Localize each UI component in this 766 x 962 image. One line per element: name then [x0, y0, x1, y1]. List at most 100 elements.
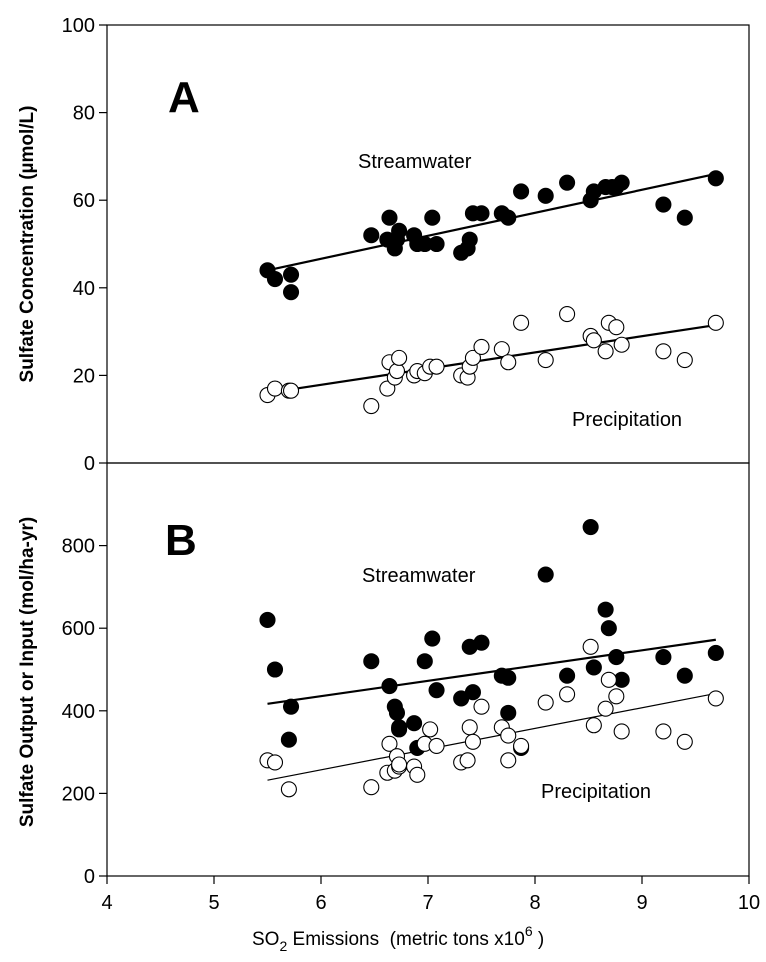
x-axis-label-middle: Emissions (metric tons x10 [287, 929, 525, 950]
panel-a-ticks: 0 20 40 60 80 100 [62, 15, 107, 475]
panel-b-y-axis-label: Sulfate Output or Input (mol/ha-yr) [17, 517, 38, 827]
panel-b-streamwater-point [381, 677, 398, 695]
panel-a-precipitation-point [282, 382, 300, 399]
panel-b-streamwater-point [280, 731, 297, 748]
x-axis-label-prefix: SO [252, 929, 279, 950]
panel-b-precipitation-label: Precipitation [541, 781, 651, 803]
panel-a-streamwater-point [559, 174, 576, 191]
panel-a-marks [259, 170, 724, 415]
panel-b-precipitation-point [280, 781, 297, 798]
x-tick-label: 7 [422, 892, 433, 914]
panel-a-y-tick-label: 60 [73, 190, 95, 212]
panel-b-precipitation-point [422, 721, 439, 738]
panel-a-precipitation-label: Precipitation [572, 409, 682, 431]
panel-b-precipitation-point [500, 752, 517, 769]
panel-b-streamwater-point [464, 684, 481, 701]
panel-a-precipitation-point [655, 343, 672, 360]
panel-b-precipitation-point [428, 737, 445, 754]
panel-b-streamwater-point [282, 698, 300, 715]
panel-a-streamwater-point [613, 174, 630, 191]
panel-b-streamwater-point [259, 611, 276, 628]
panel-a-precipitation-point [597, 343, 614, 360]
panel-b-streamwater-point [707, 644, 724, 662]
panel-a-streamwater-point [537, 187, 554, 204]
panel-b-streamwater-point [500, 669, 517, 686]
panel-a-streamwater-point [391, 222, 408, 239]
panel-a-streamwater-point [428, 235, 445, 253]
panel-b-letter: B [165, 516, 197, 565]
x-tick-label: 6 [315, 892, 326, 914]
panel-b-precipitation-point [391, 756, 408, 773]
panel-a-precipitation-point [500, 354, 517, 371]
panel-a-precipitation-point [559, 306, 576, 323]
panel-a-streamwater-point [513, 183, 530, 200]
x-axis-ticks: 4 5 6 7 8 9 10 [101, 876, 760, 914]
panel-a-precipitation-trend-line [267, 323, 716, 395]
panel-b-streamwater-point [608, 649, 625, 666]
panel-b-precipitation-point [585, 717, 602, 734]
x-axis-label-suffix: ) [533, 929, 545, 950]
panel-a-precipitation-point [707, 314, 724, 331]
panel-a-precipitation-point [608, 319, 625, 336]
panel-b-precipitation-trend-line [267, 692, 716, 781]
panel-b-precipitation-point [409, 766, 426, 783]
panel-b-ticks: 0 200 400 600 800 [62, 536, 107, 888]
panel-a-streamwater-point [282, 266, 300, 283]
panel-b-precipitation-point [459, 752, 476, 769]
panel-a-streamwater-point [282, 284, 300, 301]
panel-a-y-axis-label: Sulfate Concentration (µmol/L) [17, 106, 38, 383]
panel-b-frame [106, 462, 750, 877]
panel-a-streamwater-point [363, 227, 380, 244]
panel-b-precipitation-point [613, 723, 630, 740]
panel-b-streamwater-point [500, 704, 517, 721]
panel-a-precipitation-point [266, 380, 284, 397]
panel-b-streamwater-point [473, 634, 490, 651]
panel-a-streamwater-point [266, 270, 284, 288]
panel-a-y-tick-label: 20 [73, 365, 95, 387]
panel-b-precipitation-point [582, 638, 599, 655]
panel-a-letter: A [168, 73, 200, 122]
panel-a-streamwater-point [424, 209, 441, 226]
panel-a-precipitation-point [676, 352, 693, 369]
panel-a-precipitation-point [391, 349, 408, 366]
panel-b-precipitation-point [608, 688, 625, 705]
panel-a-streamwater-point [381, 209, 398, 226]
panel-a-precipitation-point [537, 352, 554, 369]
panel-b-precipitation-point [266, 754, 284, 771]
panel-b-streamwater-point [600, 620, 617, 637]
panel-a-precipitation-point [379, 380, 396, 397]
panel-b-streamwater-point [537, 566, 554, 583]
panel-b-precipitation-point [559, 686, 576, 703]
panel-a-precipitation-point [613, 336, 630, 353]
panel-b-streamwater-point [363, 653, 380, 670]
panel-b-y-tick-label: 200 [62, 783, 95, 805]
panel-b-streamwater-trend-line [267, 638, 716, 705]
panel-a-streamwater-point [676, 209, 693, 226]
panel-b-streamwater-point [428, 682, 445, 699]
panel-b-precipitation-point [537, 694, 554, 711]
panel-a-streamwater-point [473, 205, 490, 222]
x-tick-label: 5 [208, 892, 219, 914]
panel-b-y-tick-label: 400 [62, 701, 95, 723]
panel-a-streamwater-point [655, 196, 672, 213]
panel-a-precipitation-point [585, 332, 602, 349]
x-tick-label: 4 [101, 892, 112, 914]
panel-a-y-tick-label: 0 [84, 453, 95, 475]
panel-b-streamwater-point [416, 653, 433, 670]
panel-b-precipitation-point [707, 690, 724, 707]
x-axis-label: SO2 Emissions (metric tons x106 ) [252, 923, 544, 954]
panel-b-y-tick-label: 0 [84, 866, 95, 888]
panel-a-y-tick-label: 100 [62, 15, 95, 37]
panel-b-precipitation-point [473, 698, 490, 715]
panel-b-streamwater-point [655, 649, 672, 666]
panel-b-streamwater-point [388, 704, 406, 721]
panel-b-precipitation-point [363, 779, 380, 796]
panel-a-streamwater-point [461, 231, 478, 248]
panel-a-precipitation-point [388, 362, 406, 380]
panel-b-streamwater-point [424, 630, 441, 647]
panel-b-streamwater-point [676, 667, 693, 684]
panel-b-precipitation-point [676, 733, 693, 750]
panel-a-y-tick-label: 40 [73, 278, 95, 300]
panel-a-precipitation-point [363, 398, 380, 415]
